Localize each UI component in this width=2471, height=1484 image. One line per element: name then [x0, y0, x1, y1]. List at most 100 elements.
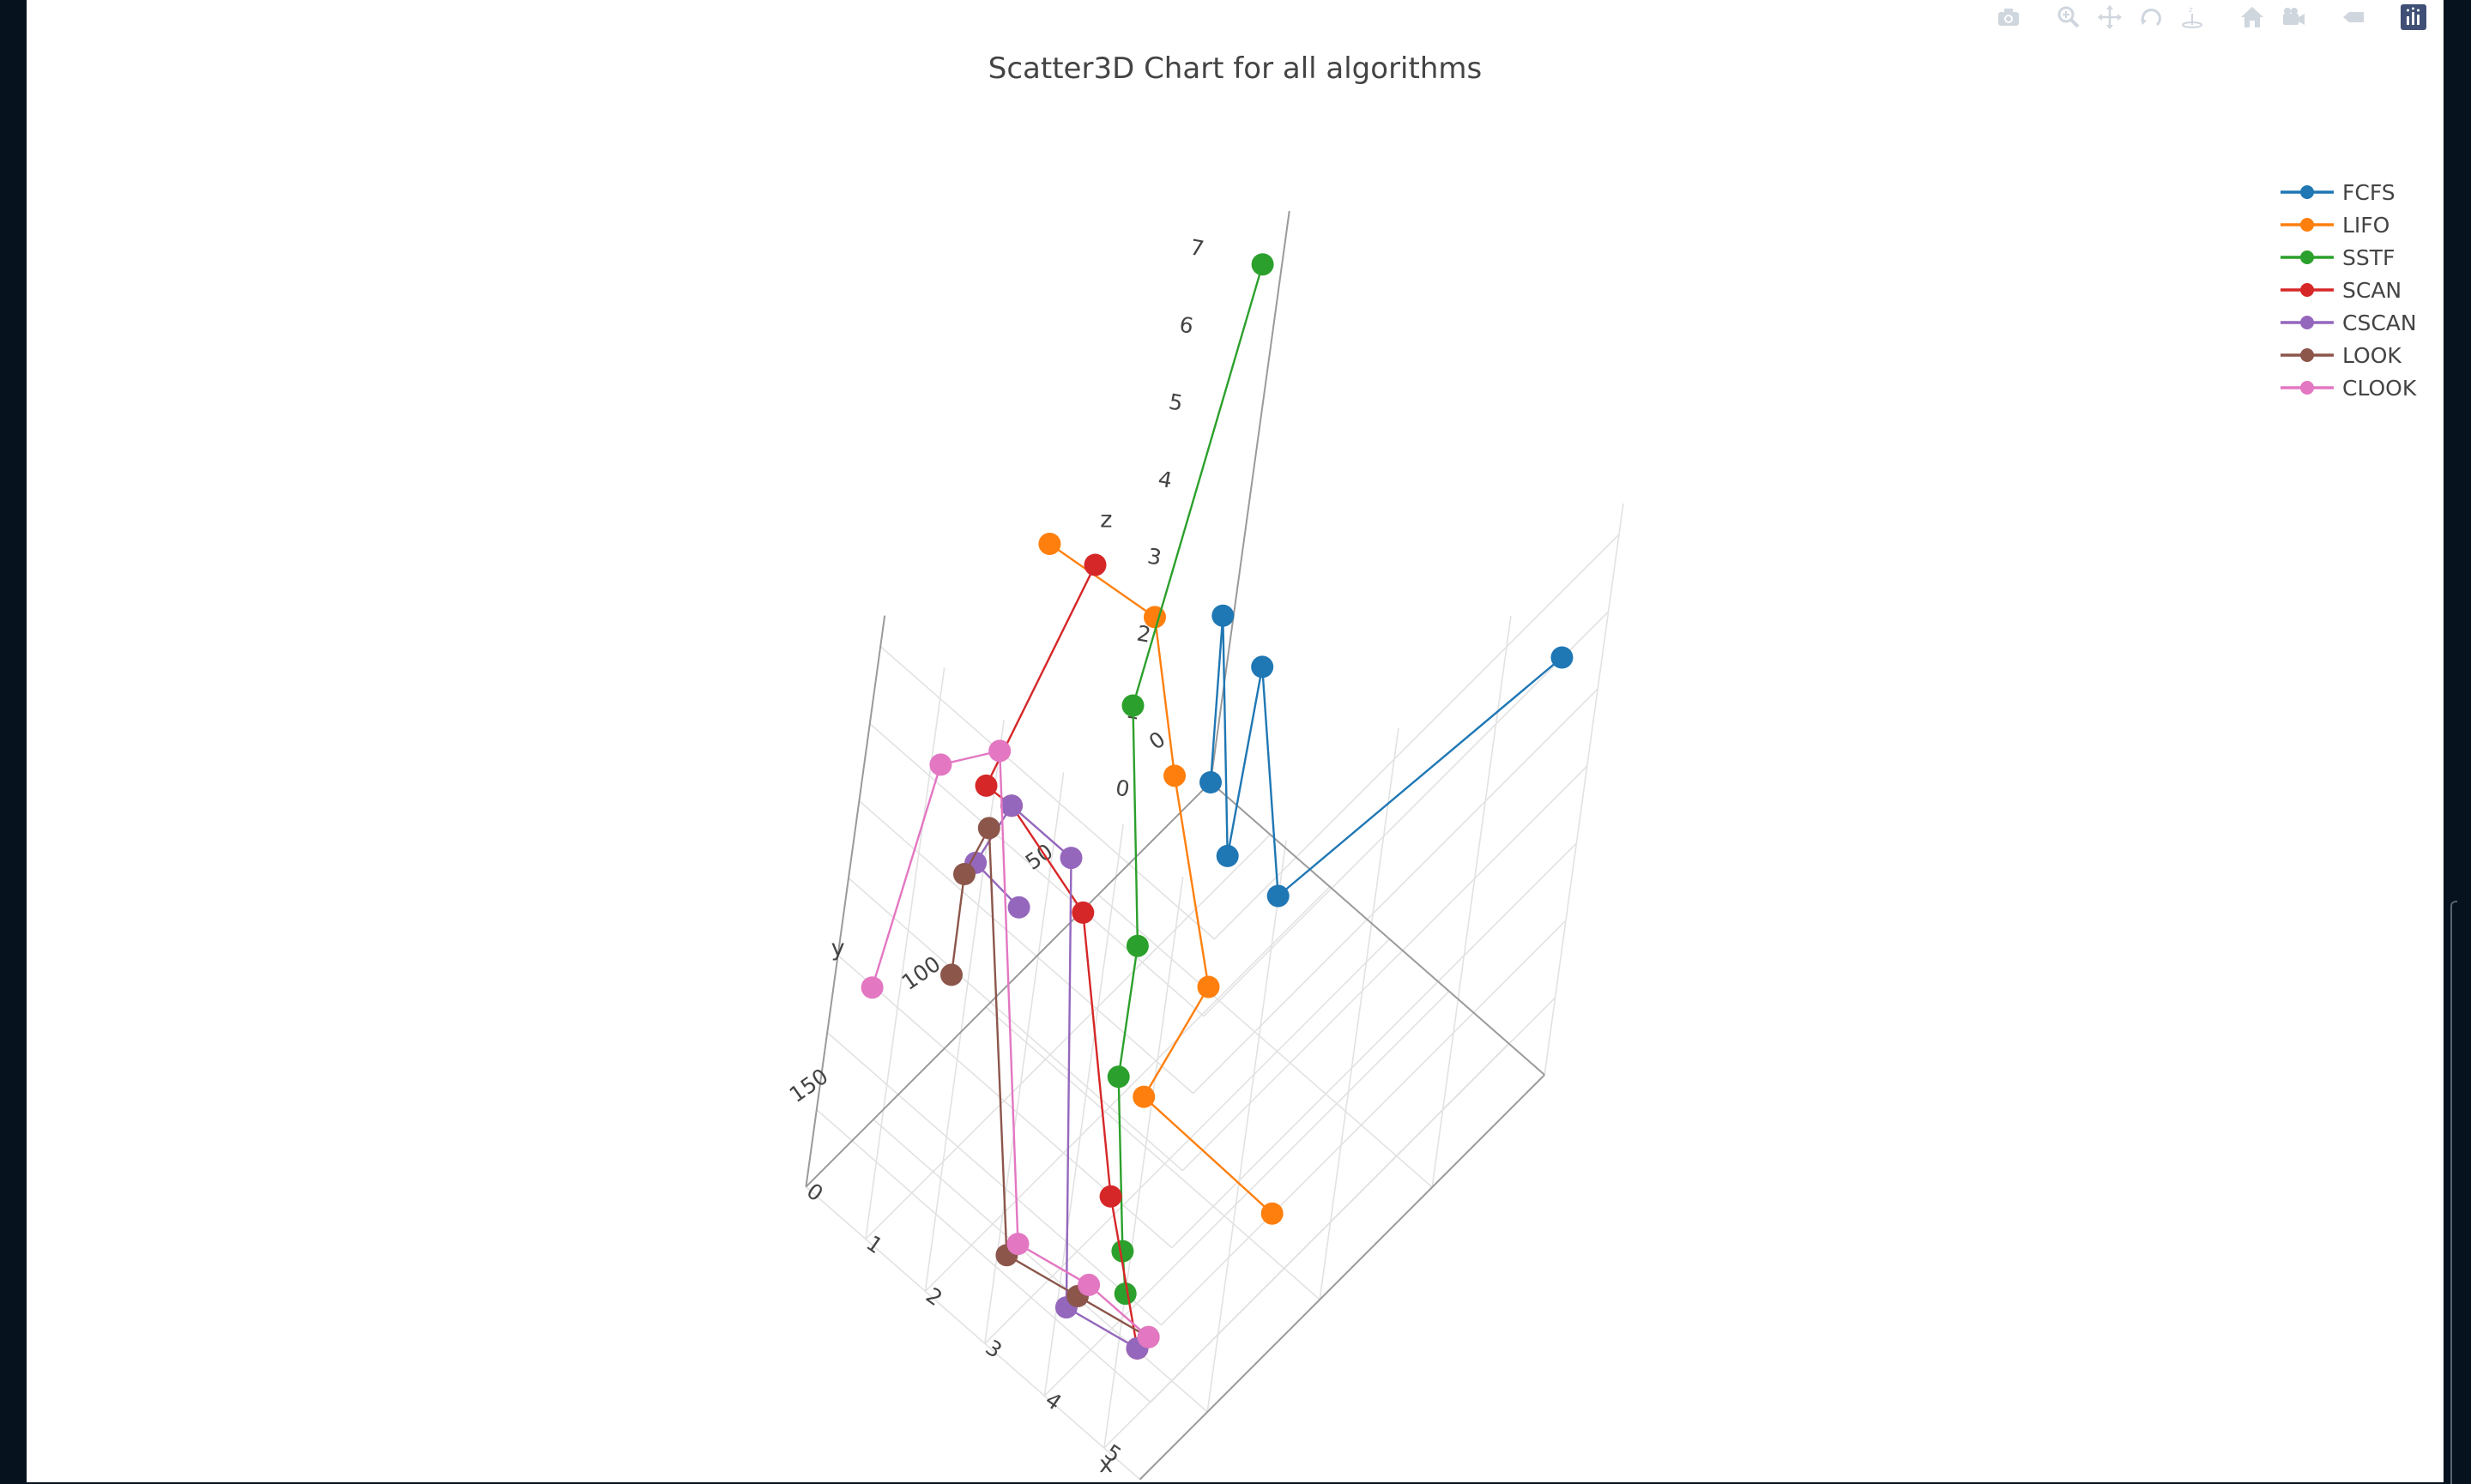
- grid-line: [984, 938, 1391, 1344]
- z-tick-label: 7: [1188, 234, 1206, 261]
- scrollbar-thumb[interactable]: [2450, 901, 2457, 1484]
- series-line-look: [950, 823, 1150, 1338]
- data-point-sstf[interactable]: [1111, 1240, 1134, 1263]
- data-point-scan[interactable]: [975, 774, 998, 797]
- data-point-look[interactable]: [977, 817, 1000, 840]
- turntable-rotation-icon[interactable]: z: [2174, 2, 2210, 33]
- grid-line: [1213, 534, 1620, 940]
- modebar: z: [1991, 0, 2444, 34]
- plot-area: 01234505010015001234567xyz Scatter3D Cha…: [27, 0, 2444, 1482]
- data-point-fcfs[interactable]: [1216, 844, 1239, 867]
- legend-label: FCFS: [2342, 179, 2395, 205]
- legend-swatch: [2281, 316, 2334, 329]
- grid-line: [1171, 842, 1577, 1249]
- y-tick-label: 150: [785, 1064, 833, 1107]
- data-point-cscan[interactable]: [1060, 847, 1083, 870]
- data-point-clook[interactable]: [1006, 1233, 1030, 1256]
- data-point-lifo[interactable]: [1163, 764, 1187, 787]
- data-point-sstf[interactable]: [1251, 253, 1274, 276]
- z-axis-title: z: [1100, 507, 1112, 534]
- data-point-fcfs[interactable]: [1211, 604, 1235, 627]
- grid-line: [848, 877, 1183, 1172]
- data-point-cscan[interactable]: [1007, 896, 1030, 919]
- grid-line: [873, 1119, 1208, 1413]
- legend-swatch: [2281, 218, 2334, 232]
- legend-label: LOOK: [2342, 342, 2402, 368]
- y-axis-line: [1139, 1074, 1545, 1481]
- z-tick-label: 0: [1114, 775, 1132, 801]
- legend-swatch: [2281, 250, 2334, 264]
- data-point-lifo[interactable]: [1260, 1202, 1284, 1225]
- z-tick-label: 5: [1167, 389, 1185, 415]
- window-edge: [2444, 0, 2471, 1482]
- y-axis-title: y: [831, 935, 845, 962]
- series-line-fcfs: [1209, 615, 1563, 898]
- data-point-clook[interactable]: [929, 753, 952, 776]
- reset-camera-icon[interactable]: [2234, 2, 2270, 33]
- grid-line: [1193, 688, 1598, 1095]
- zoom-icon[interactable]: [2051, 2, 2087, 33]
- data-point-clook[interactable]: [1078, 1273, 1101, 1296]
- y-tick-label: 50: [1021, 839, 1058, 875]
- legend-item-fcfs[interactable]: FCFS: [2279, 176, 2417, 208]
- grid-line: [1181, 765, 1588, 1172]
- data-point-sstf[interactable]: [1114, 1282, 1137, 1306]
- data-point-look[interactable]: [940, 963, 963, 986]
- legend-swatch: [2281, 348, 2334, 362]
- legend: FCFS LIFO SSTF SCAN CSCAN LOOK CLOOK: [2279, 176, 2417, 404]
- data-point-look[interactable]: [953, 863, 976, 885]
- legend-item-clook[interactable]: CLOOK: [2279, 371, 2417, 404]
- scene-3d[interactable]: 01234505010015001234567xyz: [27, 0, 2444, 1482]
- svg-text:z: z: [2189, 6, 2193, 15]
- legend-item-lifo[interactable]: LIFO: [2279, 208, 2417, 241]
- data-point-fcfs[interactable]: [1550, 646, 1574, 669]
- grid-line: [985, 1006, 1320, 1300]
- y-tick-label: 0: [1145, 727, 1170, 755]
- hover-closest-icon[interactable]: [2335, 2, 2371, 33]
- legend-item-scan[interactable]: SCAN: [2279, 274, 2417, 306]
- data-point-fcfs[interactable]: [1251, 655, 1274, 679]
- z-tick-label: 2: [1135, 620, 1153, 647]
- orbit-rotation-icon[interactable]: [2133, 2, 2169, 33]
- data-point-lifo[interactable]: [1197, 975, 1220, 998]
- legend-item-look[interactable]: LOOK: [2279, 339, 2417, 371]
- z-axis-line: [805, 615, 886, 1187]
- grid-line: [816, 1108, 1151, 1403]
- data-point-fcfs[interactable]: [1199, 771, 1222, 793]
- legend-swatch: [2281, 185, 2334, 199]
- legend-label: CSCAN: [2342, 310, 2417, 335]
- data-point-clook[interactable]: [988, 739, 1012, 763]
- data-point-lifo[interactable]: [1144, 606, 1166, 629]
- grid-line: [1431, 615, 1512, 1188]
- data-point-sstf[interactable]: [1107, 1065, 1130, 1089]
- data-point-fcfs[interactable]: [1266, 884, 1290, 908]
- data-point-clook[interactable]: [861, 976, 884, 999]
- x-axis-title: x: [1099, 1451, 1113, 1478]
- grid-line: [1103, 1042, 1510, 1449]
- data-point-lifo[interactable]: [1133, 1085, 1156, 1108]
- grid-line: [805, 1185, 1141, 1481]
- vertical-edge: [1210, 210, 1290, 783]
- data-point-scan[interactable]: [1084, 553, 1107, 576]
- z-tick-label: 6: [1177, 311, 1195, 338]
- grid-line: [826, 1031, 1162, 1326]
- legend-item-sstf[interactable]: SSTF: [2279, 241, 2417, 274]
- data-point-cscan[interactable]: [1000, 794, 1023, 817]
- data-point-clook[interactable]: [1137, 1325, 1160, 1348]
- data-point-sstf[interactable]: [1126, 934, 1149, 957]
- legend-item-cscan[interactable]: CSCAN: [2279, 306, 2417, 339]
- camera-icon[interactable]: [1991, 2, 2027, 33]
- plotly-logo[interactable]: [2395, 2, 2432, 33]
- save-camera-icon[interactable]: [2275, 2, 2311, 33]
- data-point-scan[interactable]: [1099, 1185, 1122, 1208]
- grid-line: [1319, 727, 1399, 1300]
- pan-icon[interactable]: [2092, 2, 2128, 33]
- z-tick-label: 3: [1145, 543, 1163, 570]
- grid-line: [1097, 894, 1433, 1188]
- data-point-scan[interactable]: [1072, 901, 1095, 924]
- legend-swatch: [2281, 381, 2334, 395]
- data-point-sstf[interactable]: [1121, 694, 1145, 717]
- data-point-lifo[interactable]: [1038, 533, 1061, 555]
- x-axis-line: [1210, 781, 1545, 1076]
- series-line-scan: [984, 564, 1139, 1349]
